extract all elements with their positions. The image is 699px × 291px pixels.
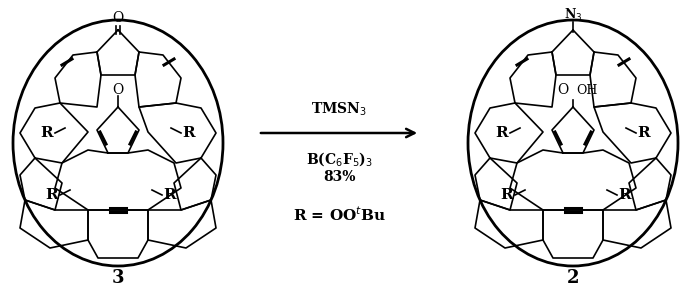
Text: 2: 2 — [567, 269, 579, 287]
Text: TMSN$_3$: TMSN$_3$ — [311, 101, 367, 118]
Text: 83%: 83% — [323, 170, 355, 184]
Text: R: R — [619, 188, 631, 202]
Text: N$_3$: N$_3$ — [564, 7, 582, 23]
Text: R: R — [637, 126, 650, 140]
Text: R: R — [496, 126, 508, 140]
Text: 3: 3 — [112, 269, 124, 287]
Text: O: O — [113, 83, 124, 97]
Text: R: R — [500, 188, 513, 202]
Text: O: O — [557, 83, 568, 97]
Text: R = OO$^{t}$Bu: R = OO$^{t}$Bu — [292, 205, 385, 224]
Text: OH: OH — [576, 84, 598, 97]
Text: B(C$_6$F$_5$)$_3$: B(C$_6$F$_5$)$_3$ — [305, 150, 373, 168]
Text: R: R — [182, 126, 195, 140]
Text: R: R — [45, 188, 58, 202]
Text: O: O — [113, 11, 124, 25]
Text: R: R — [164, 188, 176, 202]
Text: R: R — [41, 126, 53, 140]
